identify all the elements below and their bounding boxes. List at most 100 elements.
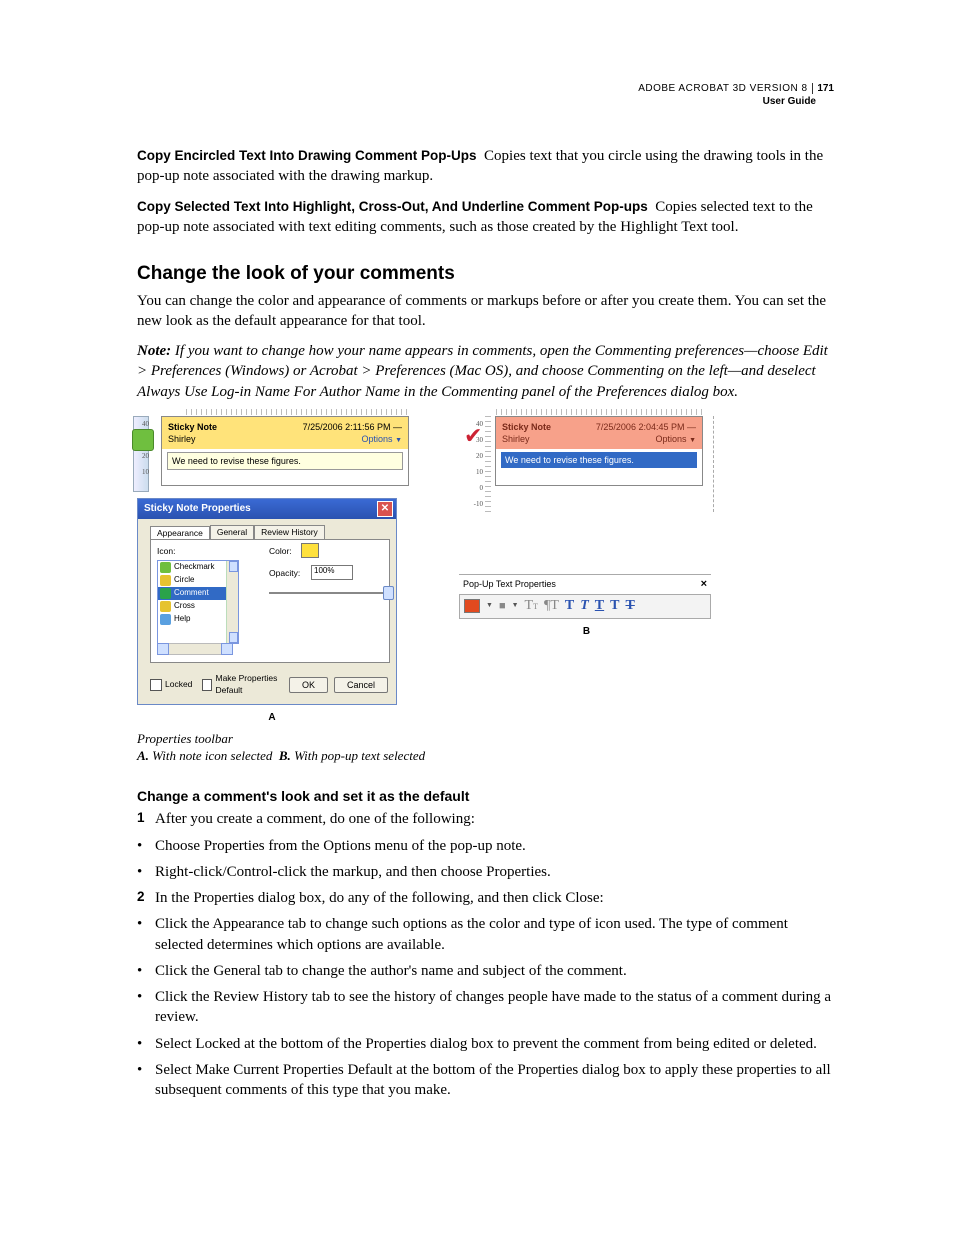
steps-list-2: 2 In the Properties dialog box, do any o… xyxy=(137,888,834,908)
options-menu[interactable]: Options ▼ xyxy=(656,433,696,445)
checkmark-icon xyxy=(160,562,171,573)
list-item: •Click the General tab to change the aut… xyxy=(137,961,834,981)
sticky-date: 7/25/2006 2:04:45 PM — xyxy=(596,421,696,433)
italic-icon[interactable]: T xyxy=(580,597,589,616)
step-1: 1 After you create a comment, do one of … xyxy=(137,809,834,829)
list-item: •Click the Appearance tab to change such… xyxy=(137,914,834,955)
opacity-slider-track[interactable] xyxy=(269,592,389,594)
step-text: After you create a comment, do one of th… xyxy=(155,809,475,829)
dialog-titlebar: Sticky Note Properties ✕ xyxy=(138,499,396,519)
cancel-button[interactable]: Cancel xyxy=(334,677,388,693)
para-copy-selected: Copy Selected Text Into Highlight, Cross… xyxy=(137,197,834,238)
label-icon: Icon: xyxy=(157,546,175,557)
bold-icon[interactable]: T xyxy=(565,597,574,616)
scrollbar-horizontal[interactable] xyxy=(157,643,237,654)
circle-icon xyxy=(160,575,171,586)
figure-row: 40 30 20 10 Sticky Note 7/25/2006 2:11:5… xyxy=(137,416,834,725)
section-heading: Change the look of your comments xyxy=(137,261,834,287)
run-in-2: Copy Selected Text Into Highlight, Cross… xyxy=(137,199,648,214)
sticky-note: Sticky Note 7/25/2006 2:11:56 PM — Shirl… xyxy=(161,416,409,486)
chevron-down-icon: ▼ xyxy=(395,437,402,444)
options-menu[interactable]: Options ▼ xyxy=(362,433,402,445)
popup-text-properties-toolbar: Pop-Up Text Properties × ▼ ■ ▼ TT ¶T T T … xyxy=(459,574,711,619)
toolbar-title: Pop-Up Text Properties xyxy=(463,578,556,590)
font-picker-icon[interactable]: ■ xyxy=(499,599,506,614)
step-text: In the Properties dialog box, do any of … xyxy=(155,888,604,908)
chevron-left-icon[interactable] xyxy=(157,643,169,655)
dialog-title: Sticky Note Properties xyxy=(144,502,251,516)
run-in-1: Copy Encircled Text Into Drawing Comment… xyxy=(137,148,477,163)
list-item: •Click the Review History tab to see the… xyxy=(137,987,834,1028)
sticky-title: Sticky Note xyxy=(168,421,217,433)
checkbox-icon xyxy=(202,679,212,691)
chevron-down-icon[interactable]: ▼ xyxy=(512,601,519,610)
opacity-input[interactable]: 100% xyxy=(311,565,353,580)
caption-a-label: A. xyxy=(137,748,149,763)
guide-line-icon xyxy=(712,416,714,512)
figure-a: 40 30 20 10 Sticky Note 7/25/2006 2:11:5… xyxy=(137,416,407,725)
steps-list: 1 After you create a comment, do one of … xyxy=(137,809,834,829)
font-size-icon[interactable]: TT xyxy=(525,597,538,616)
make-default-checkbox[interactable]: Make Properties Default xyxy=(202,673,289,696)
ruler-horizontal-icon xyxy=(186,409,408,415)
chevron-down-icon[interactable]: ▼ xyxy=(486,601,493,610)
scrollbar-vertical[interactable] xyxy=(226,561,238,643)
checkmark-icon: ✔ xyxy=(464,425,486,447)
close-icon[interactable]: × xyxy=(701,577,707,592)
figure-b: 40 30 20 10 0 -10 ✔ Sticky Note xyxy=(459,416,714,638)
sticky-header: Sticky Note 7/25/2006 2:04:45 PM — Shirl… xyxy=(496,417,702,449)
subsection-heading: Change a comment's look and set it as th… xyxy=(137,787,834,806)
figure-a-label: A xyxy=(137,711,407,725)
tab-appearance[interactable]: Appearance xyxy=(150,526,210,540)
superscript-icon[interactable]: T xyxy=(610,597,619,616)
caption-a-text: With note icon selected xyxy=(152,748,272,763)
tab-review-history[interactable]: Review History xyxy=(254,525,325,539)
caption-b-label: B. xyxy=(279,748,291,763)
chevron-right-icon[interactable] xyxy=(221,643,233,655)
step-number: 2 xyxy=(137,888,155,908)
checkbox-icon xyxy=(150,679,162,691)
help-icon xyxy=(160,614,171,625)
list-item: •Right-click/Control-click the markup, a… xyxy=(137,862,834,882)
properties-dialog: Sticky Note Properties ✕ Appearance Gene… xyxy=(137,498,397,705)
opacity-slider-thumb[interactable] xyxy=(383,586,394,600)
step-number: 1 xyxy=(137,809,155,829)
icon-listbox[interactable]: Checkmark Circle Comment Cross Help xyxy=(157,560,239,644)
page-number: 171 xyxy=(812,83,834,94)
note-para: Note: If you want to change how your nam… xyxy=(137,341,834,402)
para-copy-encircled: Copy Encircled Text Into Drawing Comment… xyxy=(137,146,834,187)
sticky-author: Shirley xyxy=(502,433,530,445)
cross-icon xyxy=(160,601,171,612)
underline-icon[interactable]: T xyxy=(595,597,604,616)
figure-b-label: B xyxy=(459,625,714,639)
doc-subtitle: User Guide xyxy=(638,95,834,108)
label-color: Color: xyxy=(269,546,292,557)
list-item: •Select Locked at the bottom of the Prop… xyxy=(137,1034,834,1054)
text-color-swatch[interactable] xyxy=(464,599,480,613)
indent-icon[interactable]: ¶T xyxy=(544,597,559,616)
step-2: 2 In the Properties dialog box, do any o… xyxy=(137,888,834,908)
sticky-body[interactable]: We need to revise these figures. xyxy=(167,452,403,470)
tab-general[interactable]: General xyxy=(210,525,254,539)
color-swatch[interactable] xyxy=(301,543,319,558)
toolbar-row: ▼ ■ ▼ TT ¶T T T T T T xyxy=(459,594,711,619)
doc-title: ADOBE ACROBAT 3D VERSION 8 xyxy=(638,83,807,94)
sticky-note: ✔ Sticky Note 7/25/2006 2:04:45 PM — Shi… xyxy=(495,416,703,486)
chevron-down-icon: ▼ xyxy=(689,437,696,444)
sticky-body[interactable]: We need to revise these figures. xyxy=(501,452,697,468)
dialog-footer: Locked Make Properties Default OK Cancel xyxy=(138,669,396,704)
note-body: If you want to change how your name appe… xyxy=(137,343,828,400)
label-opacity: Opacity: xyxy=(269,568,300,579)
locked-checkbox[interactable]: Locked xyxy=(150,673,192,696)
strikethrough-icon[interactable]: T xyxy=(625,597,634,616)
sticky-header: Sticky Note 7/25/2006 2:11:56 PM — Shirl… xyxy=(162,417,408,449)
close-icon[interactable]: ✕ xyxy=(377,501,393,517)
ruler-horizontal-icon xyxy=(496,409,702,415)
caption-b-text: With pop-up text selected xyxy=(294,748,425,763)
note-label: Note: xyxy=(137,343,171,359)
figure-caption: Properties toolbar A. With note icon sel… xyxy=(137,731,834,765)
page: ADOBE ACROBAT 3D VERSION 8 171 User Guid… xyxy=(0,0,954,1235)
ok-button[interactable]: OK xyxy=(289,677,328,693)
tab-panel-appearance: Icon: Checkmark Circle Comment Cross Hel… xyxy=(150,539,390,663)
step-2-options: •Click the Appearance tab to change such… xyxy=(137,914,834,1100)
